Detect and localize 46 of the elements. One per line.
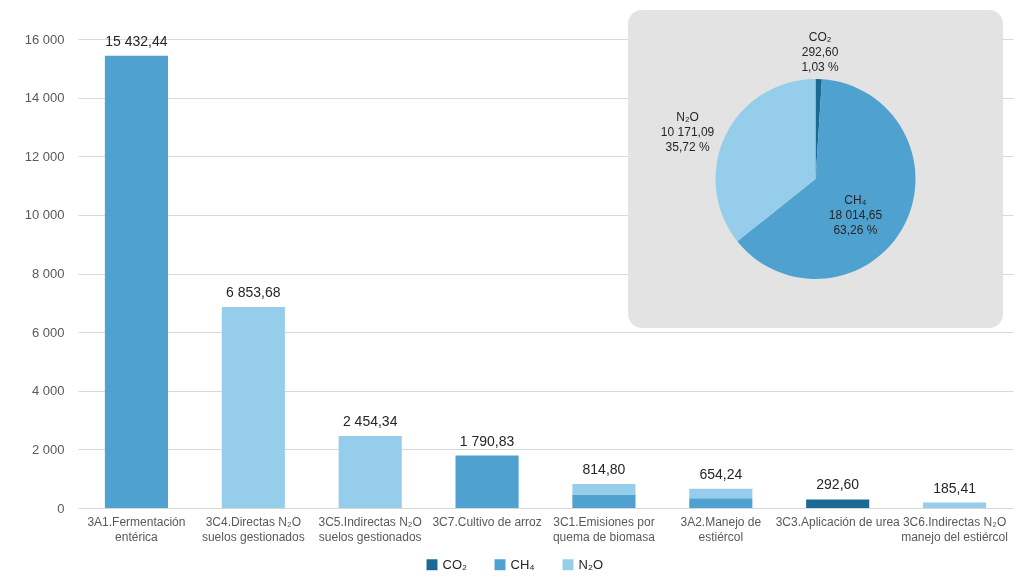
y-tick-label: 8 000 [31,266,65,281]
data-label: 292,60 1,03 % [801,45,840,75]
legend-label: N₂O [578,556,604,572]
pie-slice [737,79,916,279]
x-tick-label: 3A1.Fermentación entérica [87,514,186,544]
bar [689,488,753,499]
bar [104,55,168,508]
y-tick-label: 0 [57,500,65,516]
total-label: 2 454,34 [342,413,398,430]
x-tick-label: 3C1.Emisiones por quema de biomasa [552,514,656,544]
bar [923,502,987,508]
data-label: 18 014,65 63,26 % [828,207,883,237]
x-tick-label: 3C5.Indirectas N₂O suelos gestionados [318,514,422,544]
data-label: 10 171,09 35,72 % [660,125,715,155]
total-label: 1 790,83 [459,432,515,449]
legend-label: CH₄ [510,556,535,572]
pie-slice [715,79,816,242]
x-tick-label: 3C4.Directas N₂O suelos gestionados [201,514,305,544]
bar [338,436,402,508]
y-tick-label: 16 000 [24,31,65,47]
x-tick-label: 3A2.Manejo de estiércol [680,514,762,544]
bar [455,455,519,508]
bar [221,307,285,508]
x-tick-label: 3C3.Aplicación de urea [775,514,901,529]
total-label: 814,80 [582,461,626,478]
y-tick-label: 2 000 [31,441,65,457]
slice-label: CH₄ [844,192,867,207]
bar [806,499,870,508]
y-tick-label: 4 000 [31,383,65,399]
total-label: 6 853,68 [226,284,281,301]
x-tick-label: 3C7.Cultivo de arroz [432,514,542,529]
bar [572,484,636,495]
total-label: 185,41 [933,479,977,496]
bar [572,494,636,508]
x-tick-label: 3C6.Indirectas N₂O manejo del estiércol [901,514,1008,544]
total-label: 292,60 [816,476,860,493]
bar [689,498,753,508]
slice-label: N₂O [676,110,699,125]
total-label: 15 432,44 [105,32,168,49]
total-label: 654,24 [699,465,743,482]
y-tick-label: 10 000 [24,207,65,223]
y-tick-label: 14 000 [24,90,65,106]
y-tick-label: 12 000 [24,148,65,164]
legend-label: CO₂ [442,556,468,572]
slice-label: CO₂ [808,30,832,45]
y-tick-label: 6 000 [31,324,65,340]
